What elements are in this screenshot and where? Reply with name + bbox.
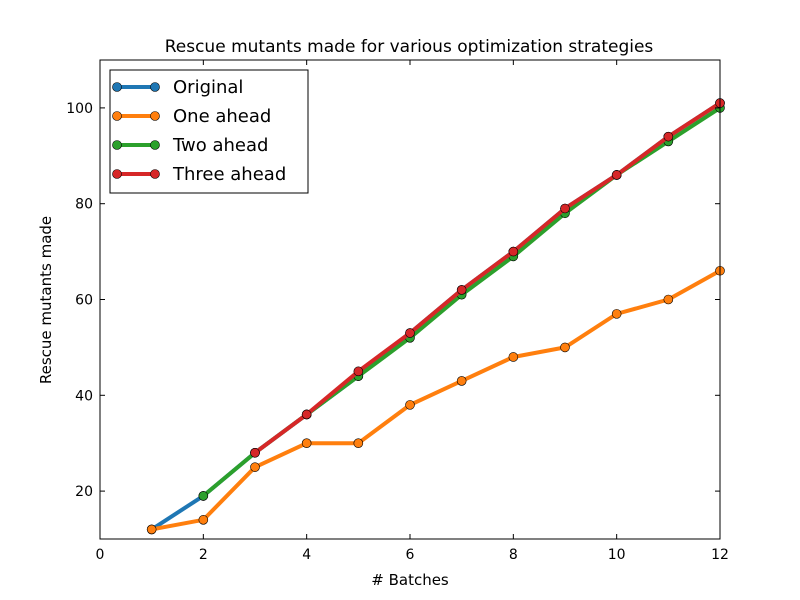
legend-marker — [112, 140, 122, 150]
data-point — [611, 170, 622, 180]
y-tick-label: 100 — [66, 101, 93, 117]
legend-marker — [112, 82, 122, 92]
data-point — [198, 491, 209, 501]
data-point — [405, 400, 415, 410]
y-axis-label: Rescue mutants made — [37, 216, 55, 384]
legend-marker — [150, 111, 160, 121]
y-tick-label: 40 — [75, 388, 93, 404]
x-tick-label: 0 — [96, 547, 105, 563]
chart-title: Rescue mutants made for various optimiza… — [165, 37, 654, 57]
data-point — [198, 515, 209, 525]
data-point — [353, 366, 364, 377]
legend-marker — [150, 169, 160, 179]
data-point — [508, 352, 519, 362]
series-line-3 — [253, 101, 722, 455]
data-point — [301, 409, 312, 420]
y-tick-label: 60 — [75, 293, 93, 309]
series-line-1 — [151, 269, 721, 532]
data-point — [560, 203, 570, 214]
data-point — [456, 285, 467, 295]
x-axis-label: # Batches — [371, 571, 449, 589]
legend-marker — [150, 140, 160, 150]
legend-marker — [112, 111, 122, 121]
data-point — [250, 447, 260, 458]
x-tick-label: 10 — [608, 547, 626, 563]
data-point — [353, 438, 364, 449]
legend: Original One ahead Two ahead Three ahead — [109, 69, 309, 194]
legend-marker — [112, 169, 122, 179]
data-point — [663, 131, 674, 142]
legend-label: One ahead — [173, 106, 271, 127]
legend-label: Original — [173, 77, 243, 98]
x-tick-label: 6 — [406, 547, 415, 563]
legend-marker — [150, 82, 160, 92]
data-point — [663, 294, 674, 305]
x-tick-label: 12 — [711, 547, 729, 563]
series-layer — [146, 98, 725, 535]
x-tick-label: 2 — [199, 547, 208, 563]
data-point — [301, 438, 312, 449]
legend-label: Two ahead — [172, 135, 268, 156]
data-point — [611, 309, 622, 319]
x-tick-label: 4 — [302, 547, 311, 563]
data-point — [456, 376, 467, 386]
x-tick-label: 8 — [509, 547, 518, 563]
data-point — [560, 342, 570, 353]
data-point — [146, 524, 157, 535]
y-tick-label: 80 — [75, 197, 93, 213]
data-point — [250, 462, 260, 472]
ticks-layer: 0 2 4 6 8 10 12 20 40 60 80 100 — [66, 60, 729, 563]
legend-label: Three ahead — [172, 164, 286, 185]
data-point — [405, 328, 415, 338]
y-tick-label: 20 — [75, 484, 93, 500]
data-point — [508, 246, 519, 257]
